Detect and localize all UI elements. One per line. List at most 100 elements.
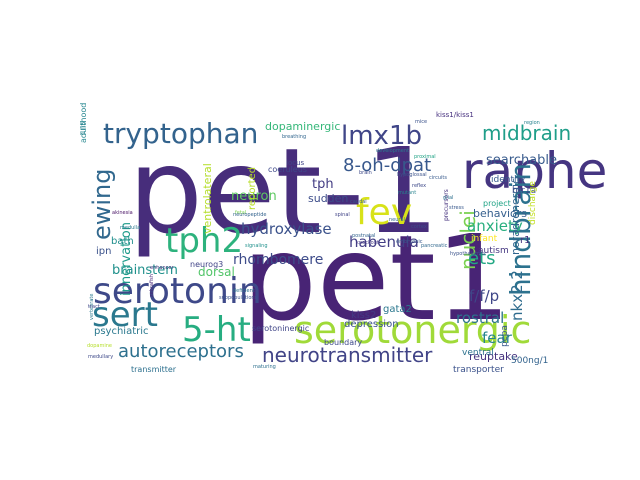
word-fev: fev [356,192,412,233]
word-locus: locus [286,159,305,167]
word-kiss1-kiss1: kiss1/kiss1 [436,111,474,119]
word-adulthood: adulthood [79,103,88,143]
word-bath: bath [111,236,134,247]
word-psychiatric: psychiatric [94,326,149,337]
word-transporter: transporter [453,365,504,375]
word-proximal: proximal [414,154,436,160]
word-cns: cns [78,121,87,135]
word-stress: stress [449,205,464,211]
word-neuron: neuron [231,189,277,204]
word-precursors: precursors [443,189,450,221]
word-circuits: circuits [429,175,447,181]
word-region: region [524,120,540,126]
word-glial: glial [443,195,453,201]
word-fetal: fetal [235,210,246,216]
word-hydroxylase: hydroxylase [241,220,332,238]
word-ets: ets [468,248,496,269]
word-deficient: deficient [233,288,255,294]
word-brainstem: brainstem [112,263,178,278]
word-caudal: caudal [350,199,367,205]
word-autoreceptors: autoreceptors [118,341,244,362]
word-medulla: medulla [120,225,140,231]
word-cortex: cortex [411,224,427,230]
word-depression: depression [344,319,399,330]
word-tryptophan: tryptophan [103,117,258,150]
word-neuropeptide: neuropeptide [233,212,266,218]
word-innervation: innervation [119,222,134,296]
word-mice: mice [415,119,427,125]
word-zebrafish: zebrafish [149,274,155,297]
word-pet1: pet1 [242,209,511,347]
word-dopaminergic: dopaminergic [265,120,340,133]
word-pcpa: pcpa [500,325,510,347]
word-spinal: spinal [335,212,350,218]
word-neurotransmitter: neurotransmitter [262,343,433,367]
word-breathing: breathing [282,134,306,140]
word-dopamine: dopamine [87,343,112,349]
word-enhancer: enhancer [150,265,174,271]
word-reuptake: reuptake [469,350,518,363]
word-hindbrain: hindbrain [504,163,537,296]
word-hypothalamus: hypothalamus [450,251,486,257]
word-pet-1: pet-1 [128,122,439,260]
word-discharge: discharge [528,181,538,225]
word-tph2: tph2 [165,221,243,261]
word-r1: r1 [520,235,530,246]
word-midbrain: midbrain [482,121,571,145]
word-lmx1b: lmx1b [341,121,422,151]
word-knockout: knockout [356,240,379,246]
word-boundary: boundary [324,338,362,347]
word-transmitter: transmitter [131,365,177,374]
word-infant: infant [471,234,498,244]
word-5-ht: 5-ht [182,310,251,350]
word-sudden: sudden [308,192,348,205]
word-signaling: signaling [245,243,268,249]
word-ewing: ewing [88,168,116,240]
word-serotoninergic: serotoninergic [252,324,309,333]
word-ventral: ventral [462,348,494,358]
word-neurog3: neurog3 [190,260,223,269]
word-postnatal: postnatal [352,233,375,239]
word-identity: identity [491,175,526,185]
word-maturing: maturing [253,364,276,370]
word-gata2: gata2 [383,304,412,315]
word-fear: fear [482,329,513,347]
word-serotonin: serotonin [93,271,262,312]
word-anxiety: anxiety [467,217,523,235]
word-vertebrate: vertebrate [89,294,95,320]
word-500ng-1: 500ng/1 [511,356,548,366]
word-brain: brain [359,170,372,176]
word-dorsal: dorsal [198,265,235,279]
word-reflex: reflex [412,183,426,189]
word-nuclei: nuclei [456,210,480,270]
word-raphe: raphe [462,142,607,200]
word-nkx2-2: nkx2.2 [508,270,526,321]
word-8-oh-dpat: 8-oh-dpat [343,155,431,176]
word-ipn: ipn [96,246,111,257]
word-htr1a: htr1a [512,186,536,196]
word-embryonic: embryonic [396,239,423,245]
word-rhombomere: rhombomere [233,252,323,268]
word-subpopulations: subpopulations [219,295,258,301]
word-tract: tract [88,304,100,310]
word-mutant: mutant [398,190,416,196]
word-tph: tph [312,177,334,192]
word-noradrenergic: noradrenergic [509,178,522,255]
word-rostral: rostral [456,309,504,327]
word-kiss2: kiss2 [351,310,376,321]
word-f-f-p: f/f/p [469,287,499,305]
word-akinesia: akinesia [112,210,133,216]
word-sert: sert [92,295,158,335]
word-development: development [376,148,409,154]
word-ventrolateral: ventrolateral [201,163,214,234]
word-neural: neural [389,217,405,223]
word-coeruleus: coeruleus [268,165,307,174]
word-medullary: medullary [88,354,113,360]
word-searchable: searchable [486,153,557,168]
word-pancreatic: pancreatic [421,243,448,249]
word-autism: autism [478,246,509,256]
word-habenula: habenula [349,233,419,251]
